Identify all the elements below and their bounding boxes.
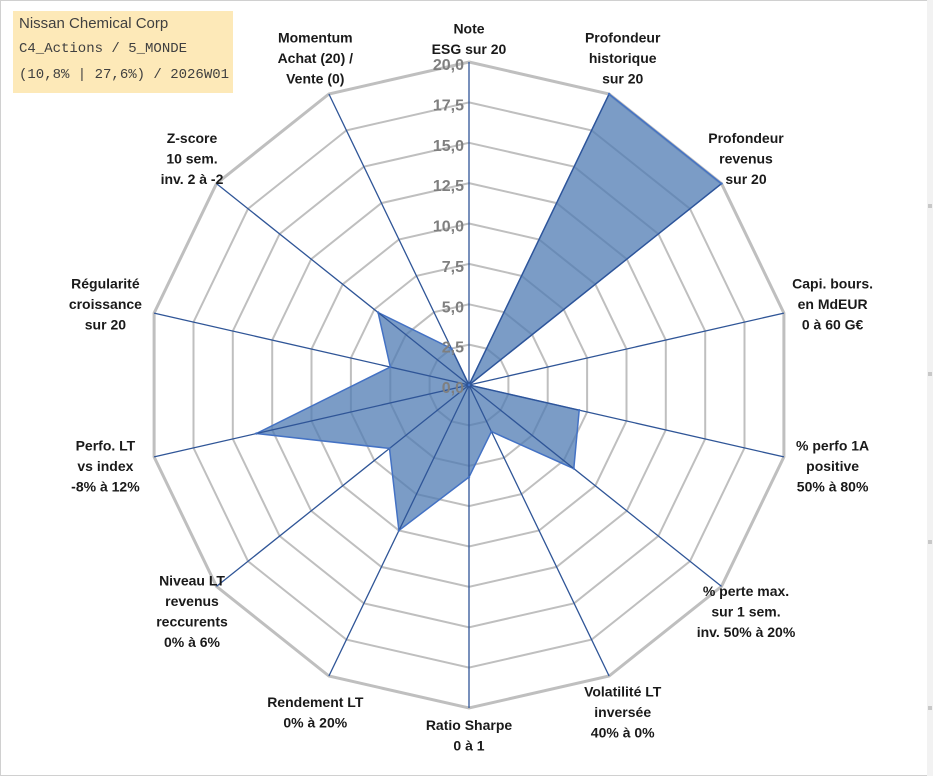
axis-spoke-1 bbox=[468, 93, 610, 386]
tick-label-4: 10,0 bbox=[433, 219, 464, 236]
axis-label-8: Rendement LT 0% à 20% bbox=[267, 694, 364, 731]
axis-spoke-13 bbox=[328, 93, 470, 386]
axis-spoke-10 bbox=[153, 384, 470, 458]
axis-label-line: sur 20 bbox=[725, 171, 766, 187]
axis-label-line: revenus bbox=[719, 151, 773, 167]
data-point-2 bbox=[720, 182, 723, 185]
axis-label-line: Volatilité LT bbox=[584, 684, 662, 700]
data-point-11 bbox=[389, 365, 392, 369]
axis-label-line: sur 1 sem. bbox=[711, 603, 780, 619]
axis-label-1: Profondeur historique sur 20 bbox=[585, 29, 661, 86]
axis-spoke-3 bbox=[468, 312, 785, 386]
axis-label-5: % perte max. sur 1 sem. inv. 50% à 20% bbox=[697, 583, 796, 640]
data-point-7 bbox=[467, 475, 471, 479]
data-point-6 bbox=[490, 430, 493, 433]
axis-label-line: Capi. bours. bbox=[792, 276, 873, 292]
axis-label-line: Profondeur bbox=[708, 130, 784, 146]
axis-label-2: Profondeur revenus sur 20 bbox=[708, 130, 784, 187]
axis-label-line: positive bbox=[806, 458, 859, 474]
axis-label-3: Capi. bours. en MdEUR 0 à 60 G€ bbox=[792, 276, 873, 333]
axis-label-line: en MdEUR bbox=[798, 296, 868, 312]
tick-label-7: 17,5 bbox=[433, 97, 464, 114]
axis-spoke-2 bbox=[468, 183, 722, 386]
data-point-10 bbox=[255, 432, 258, 435]
axis-label-line: 0% à 6% bbox=[164, 634, 221, 650]
axis-label-line: croissance bbox=[69, 296, 142, 312]
axis-label-line: inv. 2 à -2 bbox=[161, 171, 224, 187]
axis-label-7: Ratio Sharpe 0 à 1 bbox=[426, 717, 513, 754]
axis-label-line: 0 à 1 bbox=[453, 738, 484, 754]
data-point-4 bbox=[578, 409, 581, 412]
axis-spoke-12 bbox=[216, 183, 470, 386]
axis-label-line: -8% à 12% bbox=[71, 478, 140, 494]
axis-label-line: sur 20 bbox=[602, 70, 643, 86]
company-name: Nissan Chemical Corp bbox=[19, 15, 169, 32]
axis-label-6: Volatilité LT inversée 40% à 0% bbox=[584, 684, 662, 741]
axis-label-line: Ratio Sharpe bbox=[426, 717, 513, 733]
axis-label-line: 40% à 0% bbox=[591, 725, 655, 741]
axis-label-line: 0% à 20% bbox=[283, 714, 347, 730]
axis-label-line: sur 20 bbox=[85, 317, 126, 333]
axis-spoke-9 bbox=[216, 384, 470, 587]
axis-label-11: Régularité croissance sur 20 bbox=[69, 276, 142, 333]
tick-label-5: 12,5 bbox=[433, 178, 464, 195]
axis-label-line: Niveau LT bbox=[159, 573, 225, 589]
axis-label-line: % perfo 1A bbox=[796, 437, 869, 453]
tick-label-8: 20,0 bbox=[433, 57, 464, 74]
axis-label-line: inversée bbox=[594, 704, 651, 720]
axis-label-line: Profondeur bbox=[585, 29, 661, 45]
axis-spoke-4 bbox=[468, 384, 785, 458]
axis-label-line: Rendement LT bbox=[267, 694, 364, 710]
axis-label-10: Perfo. LT vs index -8% à 12% bbox=[71, 437, 140, 494]
axis-label-line: 10 sem. bbox=[166, 151, 217, 167]
tick-label-2: 5,0 bbox=[442, 299, 464, 316]
axis-label-line: 50% à 80% bbox=[797, 478, 869, 494]
axis-label-line: Achat (20) / bbox=[278, 50, 354, 66]
axis-label-line: inv. 50% à 20% bbox=[697, 624, 796, 640]
axis-label-line: revenus bbox=[165, 593, 219, 609]
axis-label-line: Z-score bbox=[167, 130, 218, 146]
stats-label: (10,8% | 27,6%) / 2026W01 bbox=[19, 67, 230, 83]
axis-label-line: historique bbox=[589, 50, 657, 66]
axis-label-12: Z-score 10 sem. inv. 2 à -2 bbox=[161, 130, 224, 187]
axis-label-line: vs index bbox=[77, 458, 133, 474]
axis-label-13: Momentum Achat (20) / Vente (0) bbox=[278, 29, 354, 86]
data-point-12 bbox=[376, 311, 380, 314]
axis-label-line: Note bbox=[453, 21, 484, 37]
data-point-3 bbox=[467, 383, 471, 387]
axis-label-line: reccurents bbox=[156, 614, 228, 630]
axis-spoke-5 bbox=[468, 384, 722, 587]
tick-label-1: 2,5 bbox=[442, 340, 464, 357]
axis-label-4: % perfo 1A positive 50% à 80% bbox=[796, 437, 869, 494]
axis-label-0: Note ESG sur 20 bbox=[432, 21, 507, 58]
axis-label-line: ESG sur 20 bbox=[432, 41, 507, 57]
data-point-1 bbox=[607, 92, 611, 96]
axis-spoke-11 bbox=[153, 312, 470, 386]
axis-label-line: % perte max. bbox=[703, 583, 789, 599]
data-point-5 bbox=[572, 467, 575, 470]
data-point-9 bbox=[388, 447, 391, 450]
data-point-8 bbox=[397, 529, 401, 532]
data-point-13 bbox=[450, 347, 453, 350]
tick-label-6: 15,0 bbox=[433, 138, 464, 155]
tick-label-3: 7,5 bbox=[442, 259, 464, 276]
axis-label-line: Perfo. LT bbox=[76, 437, 136, 453]
info-box: Nissan Chemical Corp C4_Actions / 5_MOND… bbox=[13, 11, 233, 93]
axis-label-line: Momentum bbox=[278, 29, 353, 45]
axis-label-line: Vente (0) bbox=[286, 70, 344, 86]
axis-label-line: Régularité bbox=[71, 276, 140, 292]
scrollbar[interactable] bbox=[927, 0, 933, 776]
category-label: C4_Actions / 5_MONDE bbox=[19, 41, 188, 57]
tick-label-0: 0,0 bbox=[442, 380, 464, 397]
axis-label-9: Niveau LT revenus reccurents 0% à 6% bbox=[156, 573, 228, 651]
axis-spoke-6 bbox=[468, 384, 610, 677]
axis-label-line: 0 à 60 G€ bbox=[802, 317, 864, 333]
